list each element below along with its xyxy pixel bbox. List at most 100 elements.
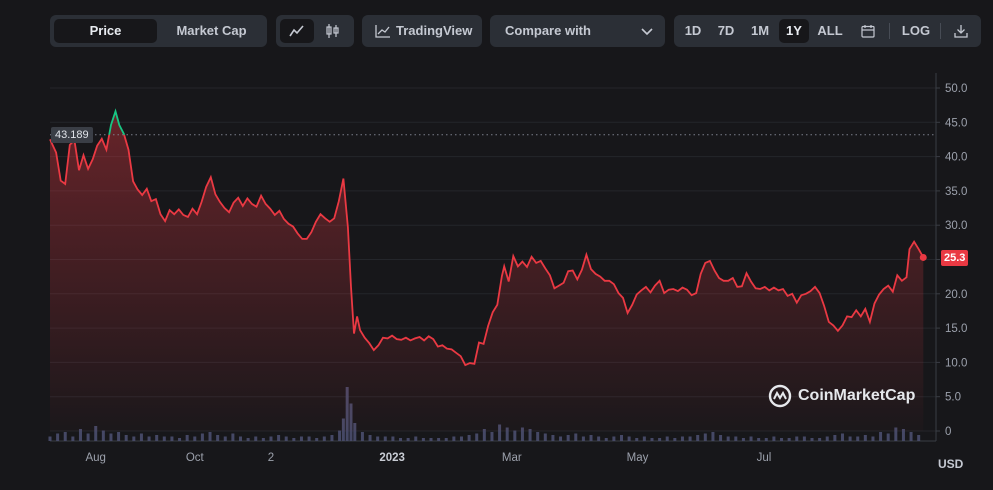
- current-price-label: 25.3: [941, 250, 969, 267]
- range-1m-button[interactable]: 1M: [750, 23, 770, 38]
- volume-bar: [452, 436, 456, 441]
- volume-bar: [178, 438, 182, 441]
- x-tick-label: May: [627, 452, 649, 464]
- price-tab[interactable]: Price: [54, 19, 157, 43]
- volume-bar: [917, 435, 921, 441]
- y-tick-label: 15.0: [945, 323, 967, 335]
- volume-bar: [810, 438, 814, 441]
- volume-bar: [734, 436, 738, 441]
- watermark-text: CoinMarketCap: [798, 387, 916, 404]
- volume-bar: [63, 432, 67, 441]
- volume-bar: [231, 433, 235, 441]
- volume-bar: [299, 436, 303, 441]
- volume-bar: [147, 436, 151, 441]
- volume-bar: [139, 433, 143, 441]
- current-price-dot: [919, 253, 927, 261]
- volume-bar: [749, 436, 753, 441]
- reference-price-label: 43.189: [51, 126, 93, 143]
- volume-bar: [658, 438, 662, 441]
- volume-bar: [429, 438, 433, 441]
- volume-bar: [269, 436, 273, 441]
- volume-bar: [894, 427, 898, 441]
- candlestick-chart-button[interactable]: [316, 19, 350, 43]
- y-tick-label: 40.0: [945, 152, 967, 164]
- range-1d-button[interactable]: 1D: [684, 23, 702, 38]
- volume-bar: [48, 436, 52, 441]
- range-7d-button[interactable]: 7D: [717, 23, 735, 38]
- volume-bar: [581, 436, 585, 441]
- x-axis-ticks: Aug Oct 2 2023 Mar May Jul: [85, 452, 771, 464]
- volume-bar: [909, 432, 913, 441]
- x-tick-label: Oct: [186, 452, 205, 464]
- tradingview-button[interactable]: TradingView: [362, 15, 482, 47]
- range-all-button[interactable]: ALL: [817, 23, 843, 38]
- y-tick-label: 5.0: [945, 392, 961, 404]
- volume-bar: [155, 435, 159, 441]
- volume-bar: [383, 436, 387, 441]
- x-tick-label: Mar: [502, 452, 522, 464]
- x-tick-label: Jul: [757, 452, 772, 464]
- volume-bar: [627, 436, 631, 441]
- chart-type-toggle: [276, 15, 354, 47]
- volume-bar: [406, 438, 410, 441]
- price-area-fill: [50, 111, 924, 432]
- y-tick-label: 0: [945, 426, 951, 438]
- volume-bar: [620, 435, 623, 441]
- volume-bar: [574, 433, 578, 441]
- volume-bar: [589, 435, 593, 441]
- x-tick-label: Aug: [85, 452, 105, 464]
- volume-bar: [200, 433, 204, 441]
- candlestick-icon: [326, 24, 339, 38]
- volume-bar: [696, 435, 700, 441]
- volume-bar: [467, 435, 471, 441]
- x-tick-label: 2: [268, 452, 274, 464]
- volume-bar: [475, 433, 479, 441]
- volume-bar: [719, 435, 723, 441]
- volume-bar: [307, 436, 311, 441]
- volume-bar: [665, 436, 669, 441]
- volume-bar: [871, 436, 875, 441]
- volume-bar: [353, 423, 357, 441]
- compare-with-dropdown[interactable]: Compare with: [490, 15, 665, 47]
- volume-bar: [612, 436, 616, 441]
- volume-bar: [368, 435, 372, 441]
- volume-bar: [833, 435, 837, 441]
- volume-bar: [536, 432, 540, 441]
- volume-bar: [764, 438, 768, 441]
- log-scale-button[interactable]: LOG: [901, 23, 931, 38]
- volume-bar: [109, 433, 113, 441]
- volume-bar: [277, 435, 281, 441]
- range-1y-button[interactable]: 1Y: [779, 19, 809, 43]
- volume-bar: [490, 432, 494, 441]
- volume-bar: [459, 436, 463, 441]
- volume-bar: [901, 429, 905, 441]
- volume-bar: [132, 436, 136, 441]
- volume-bar: [780, 438, 784, 441]
- volume-bar: [840, 433, 844, 441]
- volume-bar: [254, 436, 258, 441]
- volume-bar: [284, 436, 288, 441]
- y-tick-label: 35.0: [945, 186, 967, 198]
- calendar-button[interactable]: [851, 19, 885, 43]
- x-tick-label: 2023: [379, 452, 405, 464]
- volume-bar: [56, 433, 60, 441]
- volume-bar: [520, 427, 524, 441]
- volume-bar: [802, 436, 806, 441]
- y-tick-label: 45.0: [945, 117, 967, 129]
- price-marketcap-toggle: Price Market Cap: [50, 15, 267, 47]
- volume-bar: [162, 436, 166, 441]
- volume-bar: [825, 436, 829, 441]
- download-icon: [954, 25, 968, 38]
- download-button[interactable]: [945, 19, 977, 43]
- volume-bar: [482, 429, 486, 441]
- volume-bar: [795, 436, 799, 441]
- price-line-down: [49, 134, 925, 367]
- volume-bar: [376, 436, 380, 441]
- volume-bar: [772, 436, 776, 441]
- volume-bar: [604, 438, 608, 441]
- volume-bar: [421, 438, 425, 441]
- line-chart-button[interactable]: [280, 19, 314, 43]
- market-cap-tab[interactable]: Market Cap: [176, 23, 247, 38]
- volume-bar: [879, 432, 883, 441]
